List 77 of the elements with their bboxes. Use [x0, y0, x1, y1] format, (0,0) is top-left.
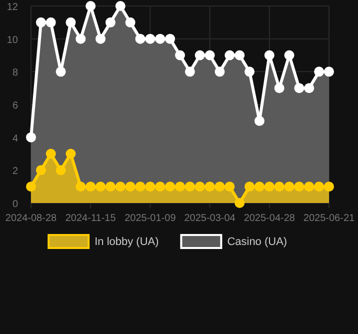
point — [36, 165, 46, 176]
x-tick-label: 2024-11-15 — [65, 213, 116, 224]
y-tick-label: 12 — [6, 2, 18, 13]
point — [234, 50, 245, 60]
y-tick-label: 10 — [6, 34, 18, 46]
point — [244, 182, 255, 192]
point — [304, 83, 314, 94]
point — [184, 66, 195, 77]
point — [76, 182, 86, 192]
point — [66, 17, 76, 28]
x-tick-label: 2025-03-04 — [184, 213, 236, 224]
point — [56, 66, 66, 77]
point — [224, 182, 235, 192]
point — [86, 182, 96, 192]
point — [274, 83, 284, 94]
point — [324, 66, 334, 77]
point — [224, 50, 235, 60]
y-tick-label: 8 — [12, 68, 18, 79]
point — [294, 182, 304, 192]
point — [244, 66, 255, 77]
point — [264, 50, 274, 60]
point — [36, 17, 46, 28]
point — [175, 182, 185, 192]
point — [194, 182, 205, 192]
point — [66, 148, 76, 159]
point — [105, 182, 116, 192]
point — [135, 34, 146, 44]
point — [125, 182, 136, 192]
point — [254, 116, 264, 126]
point — [115, 1, 126, 11]
point — [165, 34, 176, 44]
point — [96, 182, 106, 192]
point — [56, 165, 66, 176]
point — [184, 182, 195, 192]
point — [274, 182, 284, 192]
point — [204, 50, 215, 60]
point — [284, 50, 294, 60]
y-tick-label: 2 — [12, 166, 18, 178]
point — [284, 182, 294, 192]
point — [105, 17, 116, 28]
point — [304, 182, 314, 192]
point — [234, 198, 245, 208]
point — [26, 182, 36, 192]
y-tick-label: 0 — [12, 199, 18, 210]
point — [264, 182, 274, 192]
point — [194, 50, 205, 60]
point — [135, 182, 146, 192]
point — [145, 34, 156, 44]
point — [294, 83, 304, 94]
point — [204, 182, 215, 192]
point — [86, 1, 96, 11]
point — [214, 66, 225, 77]
point — [96, 34, 106, 44]
point — [26, 132, 36, 142]
point — [155, 182, 166, 192]
point — [125, 17, 136, 28]
x-tick-label: 2025-01-09 — [124, 213, 176, 224]
point — [155, 34, 166, 44]
point — [314, 182, 324, 192]
x-tick-label: 2025-04-28 — [244, 213, 296, 224]
point — [214, 182, 225, 192]
x-tick-label: 2024-08-28 — [5, 213, 58, 224]
point — [324, 182, 334, 192]
y-tick-label: 6 — [12, 100, 18, 112]
point — [145, 182, 156, 192]
point — [76, 34, 86, 44]
x-tick-label: 2025-06-21 — [303, 213, 356, 224]
y-tick-label: 4 — [12, 133, 18, 144]
legend-label: In lobby (UA) — [94, 236, 159, 248]
point — [175, 50, 185, 60]
point — [314, 66, 324, 77]
point — [46, 148, 56, 159]
point — [254, 182, 264, 192]
point — [115, 182, 126, 192]
legend-label: Casino (UA) — [227, 236, 288, 248]
point — [165, 182, 176, 192]
point — [46, 17, 56, 28]
